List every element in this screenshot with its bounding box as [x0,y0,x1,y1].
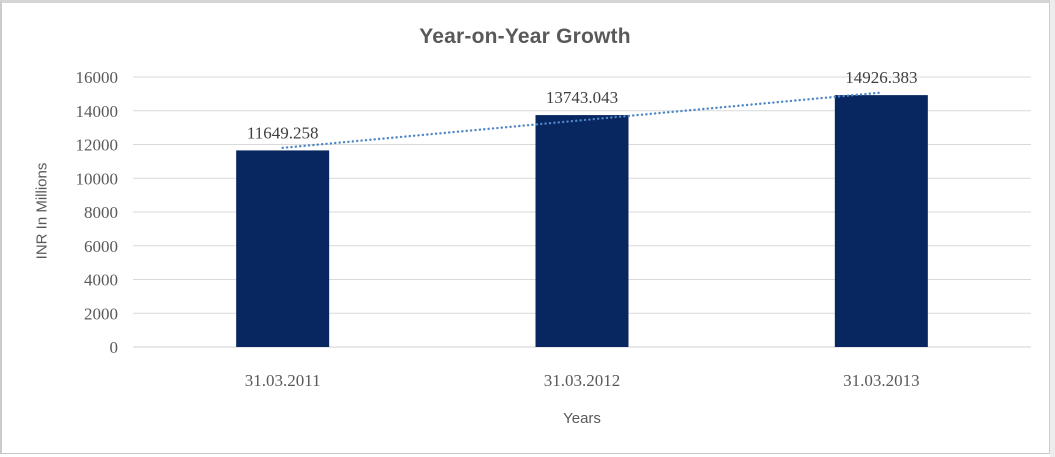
y-tick-label: 6000 [84,237,118,256]
trendline [281,91,883,150]
x-category-label: 31.03.2013 [843,371,920,390]
y-tick-label: 16000 [76,68,119,87]
y-tick-label: 2000 [84,304,118,323]
canvas-right-gutter [1050,0,1055,457]
bar [535,115,629,347]
bar-data-label: 14926.383 [845,68,917,87]
x-category-label: 31.03.2012 [544,371,621,390]
x-category-label: 31.03.2011 [245,371,321,390]
y-tick-label: 10000 [76,169,119,188]
y-tick-label: 0 [110,338,119,357]
bar-data-label: 11649.258 [247,123,319,142]
y-tick-label: 14000 [76,102,119,121]
bar [834,95,928,348]
bar [236,150,330,347]
chart-title: Year-on-Year Growth [419,25,631,48]
x-axis-title: Years [563,410,601,427]
bar-data-label: 13743.043 [546,88,618,107]
y-tick-label: 8000 [84,203,118,222]
y-tick-label: 12000 [76,136,119,155]
y-tick-label: 4000 [84,271,118,290]
